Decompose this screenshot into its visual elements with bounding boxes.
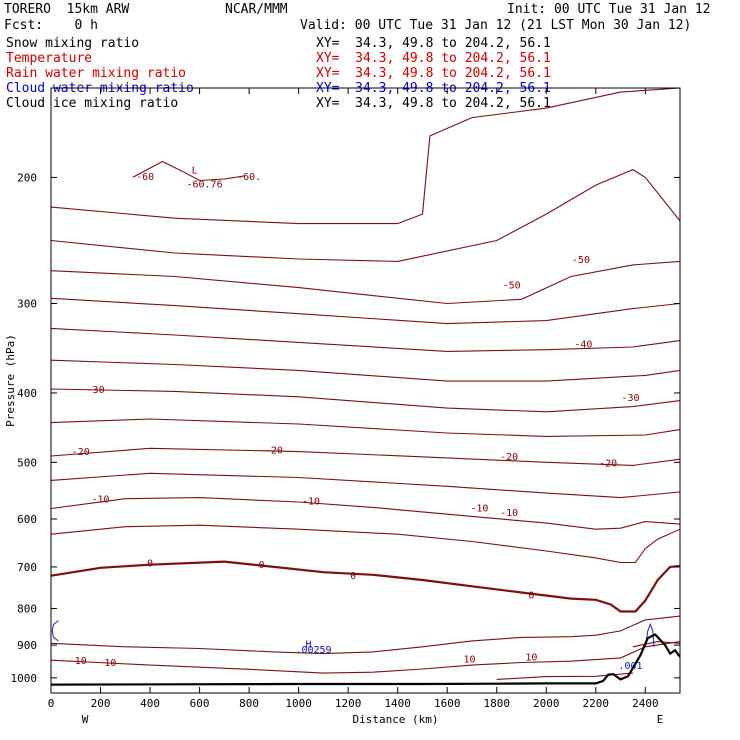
isotherm-line: [51, 615, 680, 655]
isotherm-label: -20: [72, 447, 90, 458]
legend-item-name: Temperature: [6, 51, 93, 66]
y-tick-label: 200: [17, 171, 37, 184]
isotherm-label: -10: [470, 503, 488, 514]
isotherm-label: -50: [572, 255, 590, 266]
isotherm-line: [51, 388, 680, 413]
x-tick-label: 2400: [632, 697, 659, 710]
isotherm-line: [51, 641, 680, 674]
x-tick-label: 1000: [285, 697, 312, 710]
y-tick-label: 700: [17, 561, 37, 574]
legend-item-xy: XY= 34.3, 49.8 to 204.2, 56.1: [316, 36, 551, 51]
plot-area: -60 -60. -60.76 L -50 -50 -40 -30 -30 -20 -20 -20 -2…: [51, 88, 680, 686]
y-tick-label: 600: [17, 513, 37, 526]
isotherm-label: -60.76: [186, 180, 222, 191]
cloud-water-label: .00259: [295, 645, 331, 656]
legend-item-xy: XY= 34.3, 49.8 to 204.2, 56.1: [316, 96, 551, 111]
center-title: NCAR/MMM: [225, 2, 288, 17]
x-tick-label: 2200: [583, 697, 610, 710]
isotherm-line: [51, 297, 680, 325]
isotherm-label: -10: [302, 496, 320, 507]
y-tick-label: 800: [17, 602, 37, 615]
y-tick-label: 300: [17, 298, 37, 311]
y-tick-label: 1000: [11, 672, 38, 685]
isotherm-label: L: [192, 166, 198, 177]
terrain-line: [51, 633, 680, 686]
x-tick-label: 1400: [384, 697, 411, 710]
isotherm-line: [51, 524, 680, 564]
legend-item-xy: XY= 34.3, 49.8 to 204.2, 56.1: [316, 66, 551, 81]
isotherm-label: -20: [599, 458, 617, 469]
west-end-label: W: [82, 713, 89, 726]
isotherm-line: [51, 359, 680, 382]
isotherm-line: [51, 447, 680, 466]
x-tick-label: 400: [140, 697, 160, 710]
cloud-water-label: H: [306, 639, 312, 650]
valid-time: Valid: 00 UTC Tue 31 Jan 12 (21 LST Mon …: [300, 18, 692, 33]
legend-item-name: Snow mixing ratio: [6, 36, 140, 51]
isotherm-label: 10: [463, 655, 475, 666]
isotherm-label: -60: [136, 172, 154, 183]
init-time: Init: 00 UTC Tue 31 Jan 12: [507, 2, 711, 17]
forecast-hour: Fcst: 0 h: [4, 18, 98, 33]
y-tick-label: 400: [17, 387, 37, 400]
x-tick-label: 600: [190, 697, 210, 710]
x-tick-label: 200: [91, 697, 111, 710]
x-tick-label: 1800: [483, 697, 510, 710]
isotherm-label: -60.: [237, 172, 261, 183]
isotherm-line: [51, 497, 680, 530]
isotherm-label: 10: [104, 658, 116, 669]
isotherm-label: -50: [503, 280, 521, 291]
isotherm-label: 0: [147, 558, 153, 569]
cloud-water-contour: [51, 620, 59, 642]
isotherm-label: 10: [75, 656, 87, 667]
isotherm-line: [132, 160, 245, 182]
isotherm-label: -40: [574, 339, 592, 350]
plot-frame: [50, 87, 681, 694]
isotherm-line: [51, 327, 680, 352]
x-tick-label: 800: [239, 697, 259, 710]
isotherm-label: 0: [528, 591, 534, 602]
y-tick-label: 500: [17, 456, 37, 469]
legend-item-name: Rain water mixing ratio: [6, 66, 187, 81]
isotherm-label: -30: [621, 393, 639, 404]
model-title: TORERO 15km ARW: [4, 2, 130, 17]
isotherm-line: [51, 560, 680, 613]
isotherm-line: [51, 418, 680, 437]
isotherm-line: [51, 260, 680, 305]
isotherm-line: [51, 472, 680, 499]
isotherm-label: -30: [87, 385, 105, 396]
isotherm-label: -20: [265, 446, 283, 457]
isotherm-label: 10: [525, 652, 537, 663]
isotherm-label: -20: [500, 452, 518, 463]
cloud-water-label: .001: [618, 661, 642, 672]
isotherm-label: -10: [500, 508, 518, 519]
x-axis-label: Distance (km): [352, 713, 438, 726]
isotherm-line: [632, 641, 680, 648]
isotherm-label: -10: [91, 495, 109, 506]
x-tick-label: 1200: [335, 697, 362, 710]
isotherm-label: 0: [258, 560, 264, 571]
x-tick-label: 2000: [533, 697, 560, 710]
y-axis-label: Pressure (hPa): [4, 334, 17, 427]
east-end-label: E: [657, 713, 664, 726]
y-tick-label: 900: [17, 639, 37, 652]
isotherm-label: 0: [350, 571, 356, 582]
isotherm-line: [51, 88, 680, 225]
legend-item-xy: XY= 34.3, 49.8 to 204.2, 56.1: [316, 51, 551, 66]
x-tick-label: 1600: [434, 697, 461, 710]
legend-item-name: Cloud ice mixing ratio: [6, 96, 179, 111]
isotherm-line: [51, 168, 680, 262]
x-tick-label: 0: [48, 697, 55, 710]
